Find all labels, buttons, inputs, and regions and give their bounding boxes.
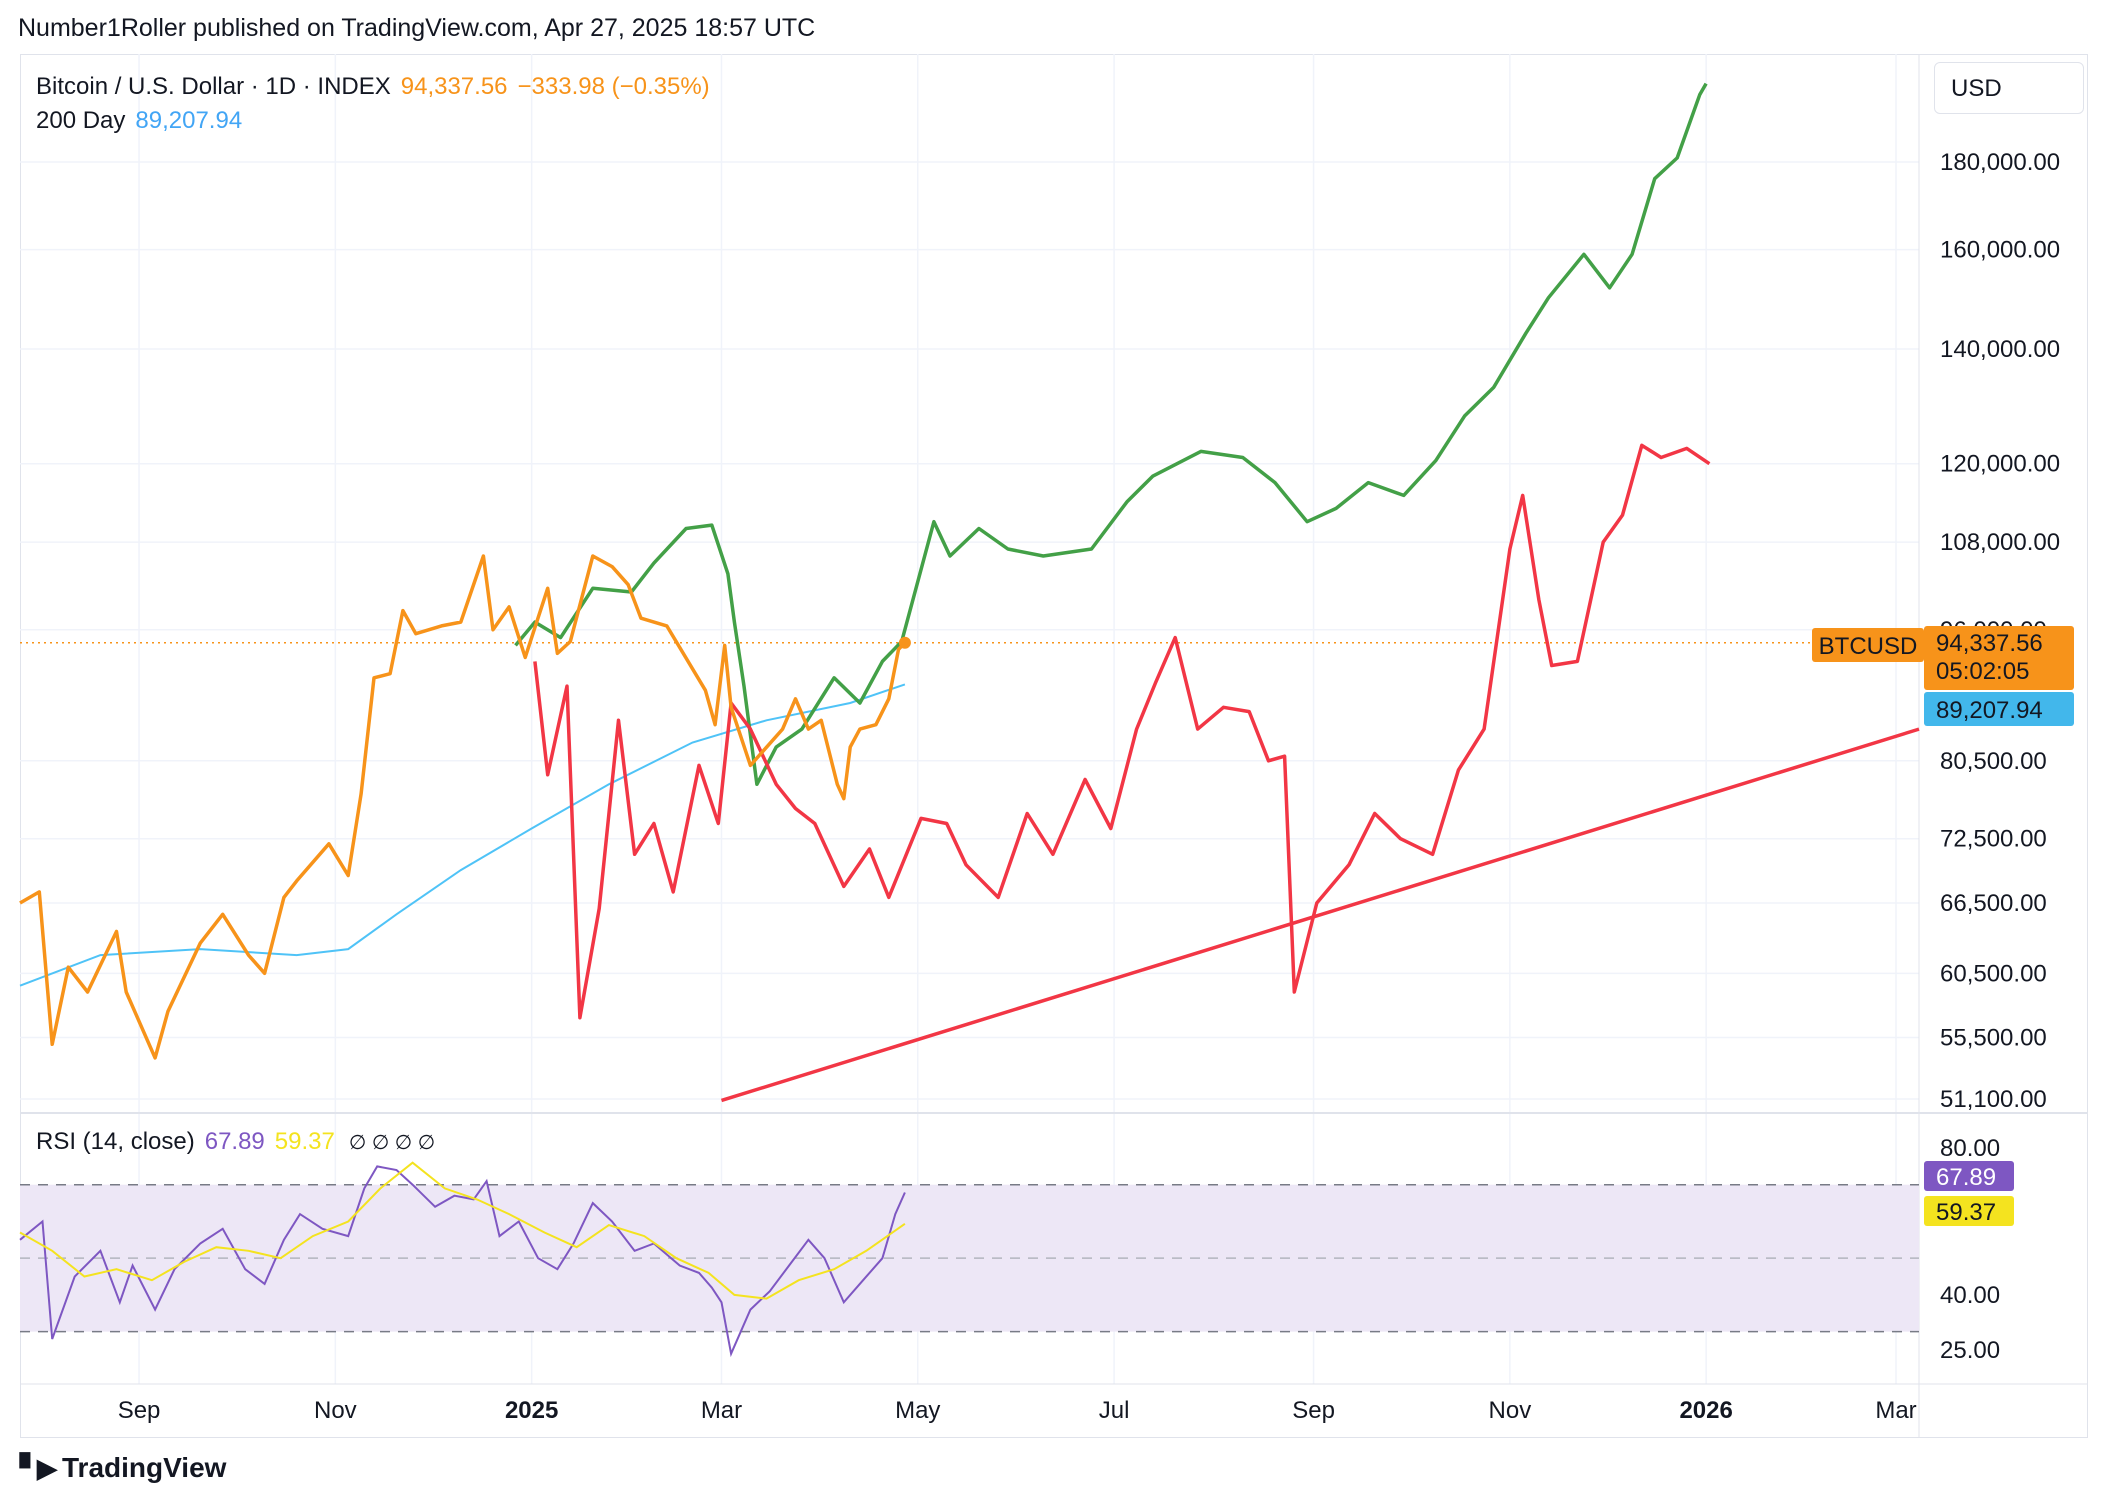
ma-legend-label: 200 Day bbox=[36, 107, 126, 134]
rsi-badge-value: 67.89 bbox=[1936, 1164, 1996, 1191]
rsi-ma-legend-value: 59.37 bbox=[274, 1128, 335, 1155]
tradingview-wordmark: TradingView bbox=[62, 1452, 227, 1483]
rsi-badge: 67.89 bbox=[1924, 1161, 2014, 1191]
legend-price: 94,337.56 bbox=[400, 73, 508, 100]
symbol-title: Bitcoin / U.S. Dollar · 1D · INDEX bbox=[36, 73, 391, 100]
rsi-legend-value: 67.89 bbox=[204, 1128, 265, 1155]
price-axis-tick: 66,500.00 bbox=[1940, 890, 2047, 917]
time-axis-tick: Sep bbox=[118, 1397, 161, 1424]
btc-price-line[interactable] bbox=[19, 554, 907, 1060]
trendline[interactable] bbox=[720, 727, 1920, 1103]
price-axis-tick: 60,500.00 bbox=[1940, 960, 2047, 987]
price-axis-tick: 180,000.00 bbox=[1940, 149, 2060, 176]
time-axis-tick: Mar bbox=[1875, 1397, 1916, 1424]
price-badge-value: 94,337.56 bbox=[1936, 630, 2043, 657]
tradingview-mark-icon: ▘▶ bbox=[20, 1452, 57, 1483]
main-legend[interactable]: Bitcoin / U.S. Dollar · 1D · INDEX 94,337… bbox=[36, 70, 710, 138]
time-axis-tick: 2026 bbox=[1679, 1397, 1732, 1424]
price-axis-tick: 51,100.00 bbox=[1940, 1086, 2047, 1113]
chart-frame bbox=[20, 54, 2088, 1438]
price-axis-tick: 120,000.00 bbox=[1940, 451, 2060, 478]
time-axis-tick: Nov bbox=[1489, 1397, 1532, 1424]
symbol-badge-label: BTCUSD bbox=[1819, 633, 1918, 660]
time-axis-tick: Sep bbox=[1292, 1397, 1335, 1424]
hidden-plot-icons[interactable]: ∅ ∅ ∅ ∅ bbox=[348, 1132, 436, 1154]
time-axis-tick: 2025 bbox=[505, 1397, 558, 1424]
rsi-axis-tick: 80.00 bbox=[1940, 1135, 2000, 1162]
price-axis-tick: 55,500.00 bbox=[1940, 1025, 2047, 1052]
price-badge: 94,337.56 05:02:05 bbox=[1924, 626, 2074, 690]
currency-selector[interactable]: USD bbox=[1934, 62, 2084, 114]
last-price-dot bbox=[898, 636, 911, 649]
publisher-caption: Number1Roller published on TradingView.c… bbox=[18, 14, 816, 42]
price-axis-tick: 140,000.00 bbox=[1940, 336, 2060, 363]
ma-legend-value: 89,207.94 bbox=[135, 107, 243, 134]
time-axis-tick: Nov bbox=[314, 1397, 357, 1424]
ma-legend-row: 200 Day 89,207.94 bbox=[36, 104, 710, 138]
rsi-legend-label: RSI (14, close) bbox=[36, 1128, 195, 1155]
rsi-legend[interactable]: RSI (14, close) 67.89 59.37 ∅ ∅ ∅ ∅ bbox=[36, 1128, 435, 1156]
tradingview-logo: ▘▶ TradingView bbox=[20, 1452, 226, 1484]
time-axis-tick: Mar bbox=[701, 1397, 742, 1424]
rsi-ma-badge: 59.37 bbox=[1924, 1196, 2014, 1226]
symbol-legend-row: Bitcoin / U.S. Dollar · 1D · INDEX 94,337… bbox=[36, 70, 710, 104]
time-axis-tick: May bbox=[895, 1397, 940, 1424]
price-axis-tick: 80,500.00 bbox=[1940, 748, 2047, 775]
ma200-line[interactable] bbox=[19, 683, 906, 987]
price-axis-tick: 108,000.00 bbox=[1940, 529, 2060, 556]
price-axis-tick: 72,500.00 bbox=[1940, 826, 2047, 853]
symbol-badge: BTCUSD bbox=[1812, 628, 1924, 662]
ma-badge: 89,207.94 bbox=[1924, 692, 2074, 726]
rsi-line[interactable] bbox=[19, 1165, 906, 1358]
price-badge-countdown: 05:02:05 bbox=[1936, 658, 2029, 685]
projection-bear-line[interactable] bbox=[533, 443, 1711, 1020]
legend-change: −333.98 (−0.35%) bbox=[517, 73, 710, 100]
rsi-band-fill bbox=[20, 1184, 1919, 1332]
rsi-ma-badge-value: 59.37 bbox=[1936, 1199, 1996, 1226]
projection-bull-line[interactable] bbox=[514, 82, 1708, 787]
ma-badge-value: 89,207.94 bbox=[1936, 697, 2043, 724]
rsi-ma-line[interactable] bbox=[19, 1161, 906, 1300]
time-axis-tick: Jul bbox=[1099, 1397, 1130, 1424]
rsi-axis-tick: 40.00 bbox=[1940, 1282, 2000, 1309]
price-axis-tick: 160,000.00 bbox=[1940, 237, 2060, 264]
rsi-axis-tick: 25.00 bbox=[1940, 1337, 2000, 1364]
